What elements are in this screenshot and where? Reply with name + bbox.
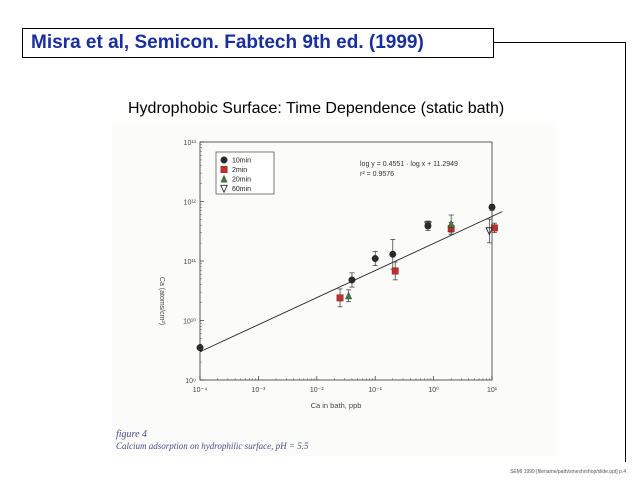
data-point-10min [196,344,204,352]
data-point-10min [389,250,397,258]
slide-subtitle: Hydrophobic Surface: Time Dependence (st… [128,100,505,117]
data-point-10min [348,276,356,284]
slide-title-box: Misra et al, Semicon. Fabtech 9th ed. (1… [22,28,494,58]
x-tick-label: 10⁻¹ [368,387,382,394]
y-tick-label: 10¹⁰ [183,318,196,326]
y-tick-label: 10¹³ [184,140,197,147]
slide-footer: SEMI 1999 [filename/path/smeshrshop/slid… [510,469,626,475]
x-tick-label: 10⁻² [310,387,324,394]
y-axis-label: Ca (atoms/cm²) [158,277,165,325]
x-tick-label: 10⁰ [428,386,439,394]
legend-label: 60min [232,186,251,193]
x-tick-label: 10⁻³ [251,387,265,394]
data-point-60min [485,227,494,236]
data-point-10min [371,255,379,262]
legend-marker-20min [220,174,228,183]
y-tick-label: 10¹² [184,200,197,207]
figure-label: figure 4 [116,429,148,440]
data-point-2min [391,267,399,275]
legend-marker-60min [220,184,228,194]
frame-top-line [494,42,626,43]
legend-label: 10min [232,158,251,165]
legend-marker-10min [220,156,228,164]
x-tick-label: 10¹ [487,387,498,394]
x-axis-label: Ca in bath, ppb [311,401,362,410]
y-tick-label: 10¹¹ [184,259,197,266]
data-point-20min [447,219,455,228]
x-tick-label: 10⁻⁴ [193,387,208,394]
legend-label: 2min [232,167,247,174]
scanned-figure: 10⁻⁴ 10⁻³ 10⁻² 10⁻¹ 10⁰ 10¹ 10⁹ 10¹⁰ 10¹¹ 10¹² 10¹… [112,122,556,456]
legend-marker-2min [220,166,228,173]
figure-caption: Calcium adsorption on hydrophilic surfac… [116,441,309,451]
data-point-2min [336,294,344,302]
data-point-20min [345,291,353,300]
y-tick-label: 10⁹ [185,378,196,385]
data-point-60min [424,221,432,230]
regression-r-squared: r² = 0.9576 [360,171,394,178]
data-point-10min [488,203,496,211]
slide-title: Misra et al, Semicon. Fabtech 9th ed. (1… [31,32,424,53]
frame-right-line [625,42,626,462]
calcium-adsorption-chart: 10⁻⁴ 10⁻³ 10⁻² 10⁻¹ 10⁰ 10¹ 10⁹ 10¹⁰ 10¹¹ 10¹² 10¹… [158,140,503,410]
regression-equation: log y = 0.4551 · log x + 11.2949 [360,161,458,168]
legend-label: 20min [232,177,251,184]
